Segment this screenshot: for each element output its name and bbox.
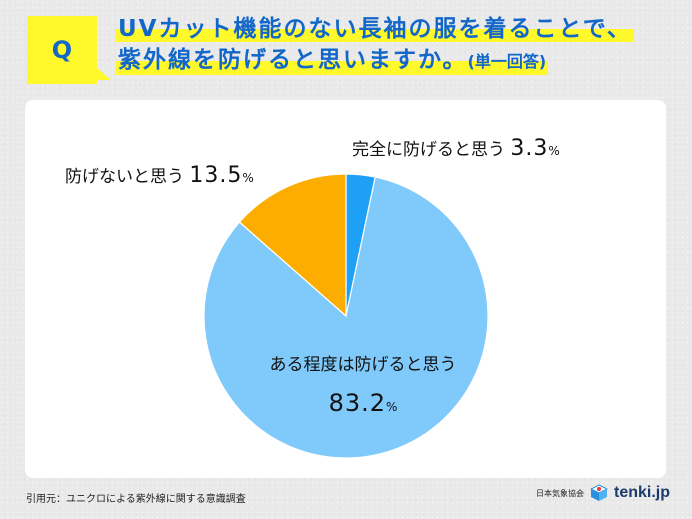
question-title: UVカット機能のない長袖の服を着ることで、 紫外線を防げると思いますか。(単一回… [116, 16, 634, 80]
label-some-text: ある程度は防げると思う [269, 355, 457, 375]
source-citation: 引用元：ユニクロによる紫外線に関する意識調査 [26, 494, 246, 505]
label-full-value: 3.3 [510, 136, 549, 161]
question-note: (単一回答) [467, 52, 547, 71]
brand-logo[interactable]: 日本気象協会 tenki.jp [536, 484, 670, 502]
label-some-value: 83.2 [328, 389, 387, 417]
label-no-unit: % [242, 171, 254, 185]
label-no-value: 13.5 [189, 163, 243, 188]
speech-tail-icon [95, 66, 111, 80]
org-name: 日本気象協会 [535, 488, 584, 498]
label-some-unit: % [386, 400, 398, 414]
question-line-1: UVカット機能のない長袖の服を着ることで、 [116, 16, 634, 42]
label-no-text: 防げないと思う [65, 167, 184, 187]
label-full-unit: % [548, 144, 560, 158]
brand-name: tenki.jp [613, 484, 670, 501]
slice-no-protection [238, 173, 347, 318]
pie-chart [203, 173, 489, 459]
label-no-protection: 防げないと思う 13.5% [65, 162, 254, 188]
question-line-2-text: 紫外線を防げると思いますか。 [118, 47, 468, 73]
question-line-2: 紫外線を防げると思いますか。(単一回答) [116, 47, 549, 75]
slice-some-protection [203, 176, 489, 459]
question-badge-letter: Q [51, 36, 73, 64]
chart-card: 完全に防げると思う 3.3% 防げないと思う 13.5% ある程度は防げると思う… [25, 100, 666, 478]
tenki-cube-icon [589, 484, 608, 501]
question-badge: Q [27, 16, 111, 84]
label-some-protection: ある程度は防げると思う 83.2% [237, 350, 489, 417]
label-full-text: 完全に防げると思う [352, 140, 505, 160]
label-full-protection: 完全に防げると思う 3.3% [352, 135, 560, 161]
label-some-pct: 83.2% [237, 389, 489, 417]
